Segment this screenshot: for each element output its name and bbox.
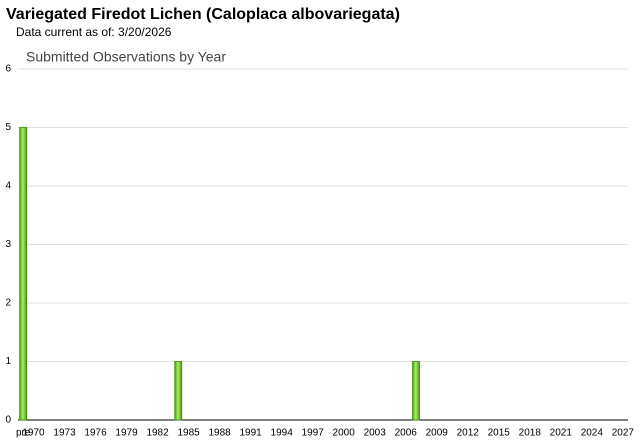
x-tick-label: pre — [16, 428, 31, 439]
x-tick-label: 1970 — [22, 428, 45, 439]
x-tick-label: 2009 — [426, 428, 449, 439]
x-tick-label: 2018 — [519, 428, 542, 439]
chart-title: Submitted Observations by Year — [26, 49, 226, 65]
y-tick-label: 3 — [5, 239, 11, 250]
page-title: Variegated Firedot Lichen (Caloplaca alb… — [6, 6, 400, 23]
x-tick-label: 1985 — [177, 428, 200, 439]
x-tick-label: 2012 — [457, 428, 480, 439]
x-tick-label: 2006 — [395, 428, 418, 439]
bar — [174, 361, 183, 421]
page-subtitle: Data current as of: 3/20/2026 — [16, 25, 172, 39]
y-tick-label: 4 — [5, 181, 11, 192]
y-tick-label: 0 — [5, 415, 11, 426]
x-tick-label: 1991 — [240, 428, 263, 439]
x-tick-label: 2000 — [333, 428, 356, 439]
x-tick-label: 1988 — [208, 428, 231, 439]
y-tick-label: 6 — [5, 64, 11, 75]
x-tick-label: 1973 — [53, 428, 76, 439]
x-tick-label: 2003 — [364, 428, 387, 439]
bar — [19, 127, 28, 421]
x-tick-label: 2021 — [550, 428, 573, 439]
y-tick-label: 2 — [5, 298, 11, 309]
x-tick-label: 1982 — [146, 428, 169, 439]
x-tick-label: 1979 — [115, 428, 138, 439]
x-tick-label: 1997 — [302, 428, 325, 439]
bar — [412, 361, 420, 421]
y-tick-label: 5 — [5, 122, 11, 133]
x-tick-label: 2024 — [581, 428, 604, 439]
x-tick-label: 1994 — [271, 428, 294, 439]
x-tick-label: 2027 — [612, 428, 635, 439]
x-tick-label: 1976 — [84, 428, 107, 439]
y-tick-label: 1 — [5, 356, 11, 367]
x-tick-label: 2015 — [488, 428, 511, 439]
